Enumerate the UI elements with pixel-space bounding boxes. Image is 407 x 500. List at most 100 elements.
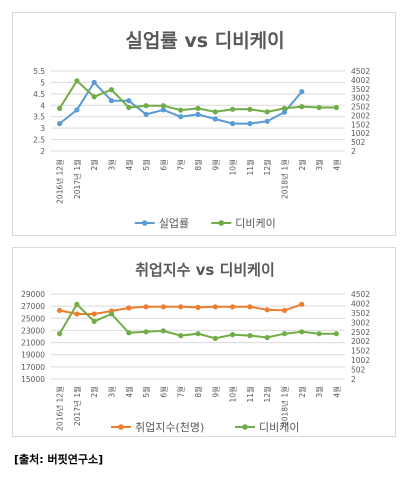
data-point [195, 331, 201, 337]
data-point [333, 331, 339, 337]
data-point [160, 328, 166, 334]
x-tick-label: 5월 [141, 159, 151, 171]
chart-panel-unemployment: 실업률 vs 디비케이 2 2.5 3 3.5 4 4.5 5 5.5 2 502 1002 1502 2… [12, 12, 396, 236]
data-point [230, 304, 236, 310]
x-tick-label: 2016년 12월 [55, 386, 65, 431]
x-tick-label: 10월 [228, 159, 238, 176]
y-left-tick-label: 17000 [21, 363, 45, 372]
data-point [299, 329, 305, 335]
data-point [108, 87, 115, 93]
data-point [178, 107, 184, 113]
data-point [108, 311, 115, 317]
data-point [247, 121, 253, 127]
y-left-tick-label: 23000 [21, 326, 45, 335]
data-point [126, 98, 132, 104]
y-left-tick-label: 5.5 [33, 67, 45, 76]
data-point [160, 103, 166, 109]
y-left-tick-label: 4.5 [33, 90, 45, 99]
y-right-tick-label: 502 [351, 138, 366, 147]
y-right-tick-label: 1002 [351, 129, 370, 138]
y-right-tick-label: 2502 [351, 328, 370, 337]
y-right-tick-label: 502 [351, 366, 366, 375]
y-left-tick-label: 3.5 [33, 113, 45, 122]
data-point [212, 109, 218, 115]
y-left-tick-label: 5 [40, 78, 45, 87]
y-left-tick-label: 29000 [21, 290, 45, 299]
data-point [74, 311, 80, 317]
y-right-tick-label: 2 [351, 375, 356, 384]
y-right-tick-label: 3502 [351, 85, 370, 94]
data-point [333, 104, 339, 111]
x-tick-label: 2017년 1월 [72, 159, 82, 199]
y-right-tick-label: 4002 [351, 76, 370, 85]
x-tick-label: 4월 [124, 386, 134, 398]
y-right-tick-label: 4502 [351, 290, 370, 299]
x-tick-label: 8월 [193, 386, 203, 398]
data-point [299, 301, 305, 307]
data-point [160, 107, 166, 113]
x-tick-label: 2월 [89, 386, 99, 398]
chart-title: 취업지수 vs 디비케이 [135, 261, 275, 279]
legend-marker [118, 424, 124, 430]
x-tick-label: 2018년 1월 [279, 386, 289, 426]
y-right-tick-label: 2002 [351, 337, 370, 346]
x-tick-label: 11월 [245, 159, 255, 176]
data-point [143, 111, 149, 117]
data-point [195, 304, 201, 310]
y-right-tick-label: 3502 [351, 309, 370, 318]
y-right-tick-label: 3002 [351, 94, 370, 103]
x-tick-label: 12월 [262, 159, 272, 176]
data-point [74, 107, 80, 113]
x-tick-label: 7월 [176, 159, 186, 171]
x-tick-label: 2018년 1월 [279, 159, 289, 199]
x-tick-label: 9월 [210, 159, 220, 171]
data-point [212, 116, 218, 122]
chart-unemployment-vs-dbk: 실업률 vs 디비케이22.533.544.555.52502100215022… [33, 30, 370, 230]
x-tick-label: 2017년 1월 [72, 386, 82, 426]
source-note: [출처: 버핏연구소] [14, 453, 104, 466]
data-point [247, 304, 253, 310]
data-point [91, 318, 97, 324]
x-tick-label: 3월 [314, 159, 324, 171]
data-point [57, 105, 63, 111]
legend-label: 취업지수(천명) [135, 420, 204, 434]
chart-title: 실업률 vs 디비케이 [125, 30, 284, 52]
x-tick-label: 10월 [228, 386, 238, 403]
data-point [57, 307, 63, 313]
data-point [195, 111, 201, 117]
data-point [281, 331, 288, 337]
data-point [74, 78, 80, 84]
y-right-tick-label: 4002 [351, 299, 370, 308]
x-tick-label: 2월 [297, 386, 307, 398]
data-point [247, 333, 253, 339]
data-point [281, 307, 288, 313]
data-point [126, 330, 132, 336]
x-tick-label: 7월 [176, 386, 186, 398]
data-point [299, 104, 305, 110]
data-point [143, 329, 149, 335]
y-right-tick-label: 4502 [351, 67, 370, 76]
y-right-tick-label: 1002 [351, 356, 370, 365]
x-tick-label: 2월 [89, 159, 99, 171]
y-right-tick-label: 1502 [351, 120, 370, 129]
data-point [316, 331, 322, 337]
data-point [178, 304, 184, 310]
x-tick-label: 6월 [158, 159, 168, 171]
y-left-tick-label: 15000 [21, 375, 45, 384]
x-tick-label: 8월 [193, 159, 203, 171]
data-point [264, 118, 270, 124]
data-point [264, 109, 270, 115]
data-point [91, 311, 97, 317]
data-point [160, 304, 166, 310]
data-point [91, 94, 97, 100]
legend-label: 디비케이 [235, 217, 275, 230]
data-point [230, 121, 236, 127]
data-point [299, 89, 305, 95]
data-point [264, 334, 270, 341]
x-tick-label: 11월 [245, 386, 255, 403]
y-left-tick-label: 21000 [21, 339, 45, 348]
y-left-tick-label: 25000 [21, 314, 45, 323]
data-point [143, 304, 149, 310]
data-point [212, 304, 218, 310]
x-tick-label: 5월 [141, 386, 151, 398]
